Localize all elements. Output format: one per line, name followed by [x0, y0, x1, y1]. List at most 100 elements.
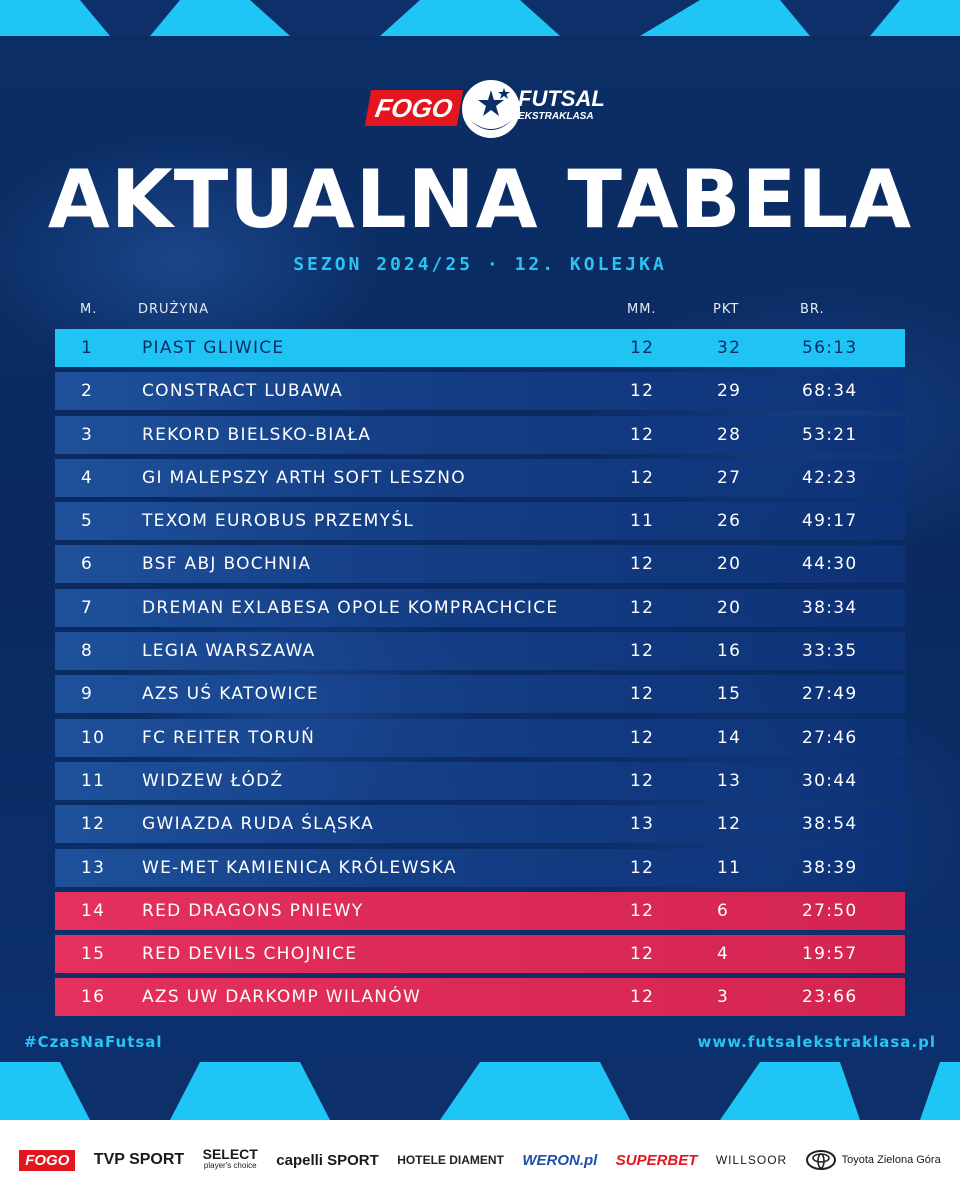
table-row: 2 CONSTRACT LUBAWA 12 29 68:34	[55, 372, 905, 411]
row-matches: 12	[630, 944, 655, 965]
table-row: 1 PIAST GLIWICE 12 32 56:13	[55, 329, 905, 367]
row-points: 29	[717, 381, 742, 402]
row-team-name: WIDZEW ŁÓDŹ	[142, 770, 284, 791]
row-matches: 12	[630, 338, 655, 358]
row-matches: 11	[630, 511, 655, 532]
hashtag: #CzasNaFutsal	[24, 1033, 163, 1051]
row-position: 9	[81, 684, 94, 705]
row-matches: 12	[630, 900, 655, 921]
table-row: 6 BSF ABJ BOCHNIA 12 20 44:30	[55, 545, 905, 584]
row-position: 11	[81, 770, 106, 791]
toyota-emblem-icon	[805, 1150, 836, 1170]
table-row: 12 GWIAZDA RUDA ŚLĄSKA 13 12 38:54	[55, 805, 905, 844]
league-logo: FOGO FUTSAL EKSTRAKLASA	[364, 78, 605, 138]
sponsor-superbet-logo: SUPERBET	[615, 1151, 698, 1169]
row-team-name: WE-MET KAMIENICA KRÓLEWSKA	[142, 857, 457, 878]
row-position: 3	[81, 424, 94, 445]
row-team-name: GWIAZDA RUDA ŚLĄSKA	[142, 814, 375, 835]
sponsor-select-logo: SELECT player's choice	[202, 1146, 258, 1172]
table-row: 7 DREMAN EXLABESA OPOLE KOMPRACHCICE 12 20 3…	[55, 588, 905, 627]
row-points: 3	[717, 987, 730, 1008]
row-points: 28	[717, 424, 742, 445]
row-matches: 12	[630, 770, 655, 791]
row-points: 20	[717, 554, 742, 575]
standings-table: 1 PIAST GLIWICE 12 32 56:13 2 CONSTRACT LUBAWA…	[55, 329, 905, 1022]
season-subtitle: SEZON 2024/25 · 12. KOLEJKA	[293, 254, 667, 275]
row-matches: 12	[630, 727, 655, 748]
row-position: 2	[81, 381, 94, 402]
row-team-name: PIAST GLIWICE	[142, 338, 285, 358]
table-row: 15 RED DEVILS CHOJNICE 12 4 19:57	[55, 935, 905, 974]
table-row: 11 WIDZEW ŁÓDŹ 12 13 30:44	[55, 761, 905, 800]
fogo-logo: FOGO	[364, 90, 464, 126]
row-goals: 68:34	[802, 381, 858, 402]
table-header: M. DRUŻYNA MM. PKT BR.	[0, 298, 960, 322]
row-team-name: AZS UW DARKOMP WILANÓW	[142, 987, 422, 1008]
row-team-name: BSF ABJ BOCHNIA	[142, 554, 312, 575]
row-team-name: DREMAN EXLABESA OPOLE KOMPRACHCICE	[142, 597, 559, 618]
row-points: 27	[717, 467, 742, 488]
row-matches: 13	[630, 814, 655, 835]
row-points: 32	[717, 338, 742, 358]
row-goals: 19:57	[802, 944, 858, 965]
header-goals: BR.	[800, 302, 825, 317]
table-row: 13 WE-MET KAMIENICA KRÓLEWSKA 12 11 38:39	[55, 848, 905, 887]
background-decoration	[0, 0, 960, 1120]
row-team-name: LEGIA WARSZAWA	[142, 641, 316, 662]
row-matches: 12	[630, 987, 655, 1008]
row-goals: 27:46	[802, 727, 858, 748]
row-goals: 44:30	[802, 554, 858, 575]
row-points: 13	[717, 770, 742, 791]
row-position: 10	[81, 727, 106, 748]
table-row: 14 RED DRAGONS PNIEWY 12 6 27:50	[55, 891, 905, 930]
header-points: PKT	[713, 302, 740, 317]
table-row: 9 AZS UŚ KATOWICE 12 15 27:49	[55, 675, 905, 714]
row-team-name: FC REITER TORUŃ	[142, 727, 316, 748]
ekstraklasa-label: EKSTRAKLASA	[518, 111, 594, 122]
row-position: 12	[81, 814, 106, 835]
row-team-name: AZS UŚ KATOWICE	[142, 684, 319, 705]
sponsor-bar: FOGO TVP SPORT SELECT player's choice ca…	[0, 1120, 960, 1200]
row-points: 11	[717, 857, 742, 878]
row-goals: 30:44	[802, 770, 858, 791]
row-goals: 53:21	[802, 424, 858, 445]
sponsor-select-tagline: player's choice	[203, 1161, 257, 1170]
row-team-name: REKORD BIELSKO-BIAŁA	[142, 424, 372, 445]
row-goals: 49:17	[802, 511, 858, 532]
table-row: 5 TEXOM EUROBUS PRZEMYŚL 11 26 49:17	[55, 502, 905, 541]
row-matches: 12	[630, 467, 655, 488]
table-row: 3 REKORD BIELSKO-BIAŁA 12 28 53:21	[55, 415, 905, 454]
row-position: 15	[81, 944, 106, 965]
row-position: 6	[81, 554, 94, 575]
row-points: 15	[717, 684, 742, 705]
futsal-label: FUTSAL	[518, 86, 605, 111]
sponsor-select-label: SELECT	[202, 1146, 258, 1162]
row-points: 12	[717, 814, 742, 835]
row-points: 20	[717, 597, 742, 618]
header-matches: MM.	[627, 302, 657, 317]
row-position: 8	[81, 641, 94, 662]
row-points: 4	[717, 944, 730, 965]
row-goals: 27:49	[802, 684, 858, 705]
table-row: 16 AZS UW DARKOMP WILANÓW 12 3 23:66	[55, 978, 905, 1017]
row-team-name: CONSTRACT LUBAWA	[142, 381, 343, 402]
table-row: 10 FC REITER TORUŃ 12 14 27:46	[55, 718, 905, 757]
row-matches: 12	[630, 554, 655, 575]
row-matches: 12	[630, 424, 655, 445]
row-position: 1	[81, 338, 94, 358]
row-goals: 38:34	[802, 597, 858, 618]
row-team-name: GI MALEPSZY ARTH SOFT LESZNO	[142, 467, 466, 488]
row-goals: 33:35	[802, 641, 858, 662]
row-goals: 38:39	[802, 857, 858, 878]
sponsor-willsoor-logo: WILLSOOR	[715, 1153, 788, 1167]
row-position: 14	[81, 900, 106, 921]
sponsor-tvp-sport-logo: TVP SPORT	[93, 1151, 185, 1168]
website-link[interactable]: www.futsalekstraklasa.pl	[697, 1033, 936, 1051]
table-row: 4 GI MALEPSZY ARTH SOFT LESZNO 12 27 42:23	[55, 458, 905, 497]
row-points: 6	[717, 900, 730, 921]
header-position: M.	[80, 302, 98, 317]
row-goals: 38:54	[802, 814, 858, 835]
row-team-name: RED DEVILS CHOJNICE	[142, 944, 358, 965]
row-points: 26	[717, 511, 742, 532]
row-team-name: RED DRAGONS PNIEWY	[142, 900, 364, 921]
